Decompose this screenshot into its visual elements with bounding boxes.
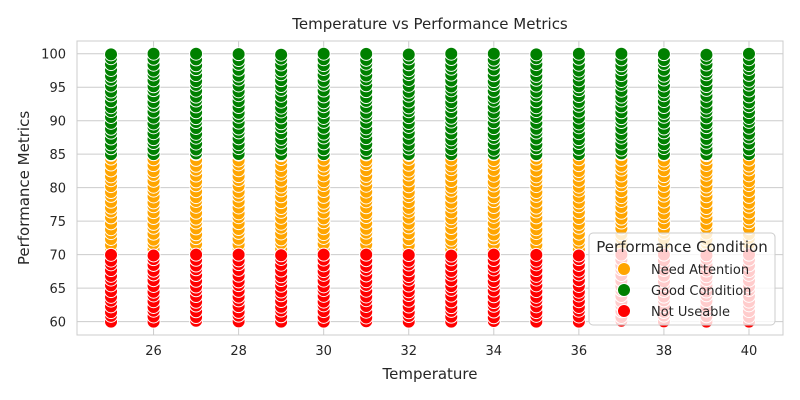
data-point [231, 247, 246, 262]
y-tick-label: 70 [49, 249, 66, 264]
data-point [359, 247, 374, 262]
data-point [571, 46, 586, 61]
tick-labels: 26 28 30 32 34 36 38 40 60 65 70 75 80 85 90 95 100 [41, 48, 757, 359]
data-point [529, 247, 544, 262]
legend-box [588, 232, 776, 326]
y-axis-label: Performance Metrics [15, 111, 33, 265]
x-tick-label: 36 [571, 344, 588, 359]
data-point [146, 248, 161, 263]
legend-title: Performance Condition [596, 238, 767, 256]
legend-marker [617, 283, 631, 297]
legend-marker [617, 262, 631, 276]
chart-title: Temperature vs Performance Metrics [291, 15, 568, 33]
data-point [274, 47, 289, 62]
y-tick-label: 85 [49, 148, 66, 163]
y-tick-label: 75 [49, 215, 66, 230]
y-tick-label: 80 [49, 182, 66, 197]
data-point [699, 47, 714, 62]
x-tick-label: 28 [230, 344, 247, 359]
data-point [274, 248, 289, 263]
data-point [614, 46, 629, 61]
legend-label: Not Useable [651, 305, 730, 320]
legend: Performance Condition Need Attention Good… [588, 232, 776, 326]
y-tick-label: 65 [49, 282, 66, 297]
data-point [571, 248, 586, 263]
data-point [189, 46, 204, 61]
data-point [316, 46, 331, 61]
x-tick-label: 32 [400, 344, 417, 359]
x-tick-label: 34 [486, 344, 503, 359]
y-tick-label: 90 [49, 115, 66, 130]
data-point [401, 47, 416, 62]
data-point [656, 47, 671, 62]
data-point [741, 46, 756, 61]
x-tick-label: 30 [315, 344, 332, 359]
y-tick-label: 100 [41, 48, 66, 63]
x-axis-label: Temperature [381, 365, 477, 383]
data-point [529, 47, 544, 62]
x-tick-label: 38 [656, 344, 673, 359]
legend-items: Need Attention Good Condition Not Useable [617, 262, 751, 320]
legend-label: Good Condition [651, 284, 751, 299]
data-point [486, 46, 501, 61]
data-point [486, 247, 501, 262]
data-point [316, 247, 331, 262]
x-tick-label: 40 [741, 344, 758, 359]
data-point [444, 46, 459, 61]
data-point [359, 46, 374, 61]
data-point [401, 248, 416, 263]
data-point [444, 248, 459, 263]
x-tick-label: 26 [145, 344, 162, 359]
data-point [104, 247, 119, 262]
legend-label: Need Attention [651, 263, 749, 278]
legend-marker [617, 304, 631, 318]
y-tick-label: 95 [49, 81, 66, 96]
y-tick-label: 60 [49, 316, 66, 331]
data-point [231, 47, 246, 62]
data-point [189, 247, 204, 262]
data-point [104, 47, 119, 62]
data-point [146, 46, 161, 61]
